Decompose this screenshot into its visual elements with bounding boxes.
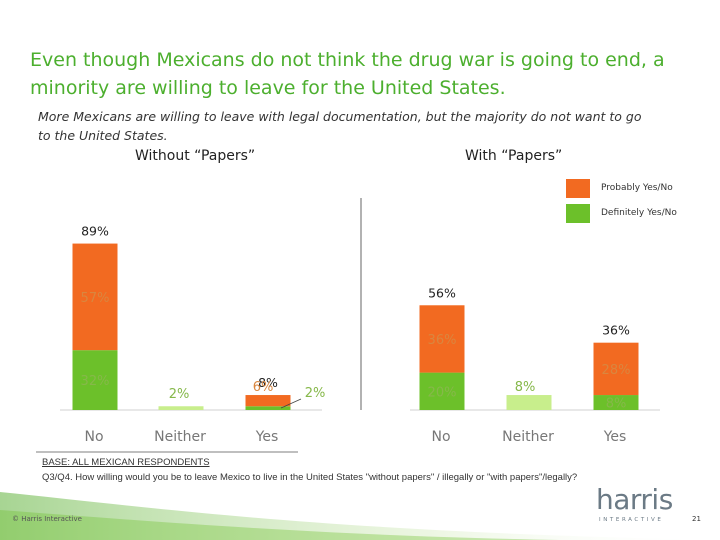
total-label-1-2: 36% <box>602 323 630 338</box>
bar-neither-1 <box>506 395 552 410</box>
bar-probably-0-0 <box>72 243 118 351</box>
category-label-0-1: Neither <box>154 429 206 445</box>
category-label-1-2: Yes <box>603 429 627 445</box>
bar-probably-1-2 <box>593 342 639 396</box>
base-note: BASE: ALL MEXICAN RESPONDENTS Q3/Q4. How… <box>42 455 602 485</box>
legend-item-definitely: Definitely Yes/No <box>566 204 706 226</box>
legend-label-probably: Probably Yes/No <box>601 183 673 193</box>
slide-title: Even though Mexicans do not think the dr… <box>30 49 665 99</box>
leader-line-0-2 <box>280 398 302 409</box>
bar-definitely-1-2 <box>593 395 639 410</box>
page-number: 21 <box>692 515 701 523</box>
panel-title-without-papers: Without “Papers” <box>135 148 256 164</box>
legend-item-probably: Probably Yes/No <box>566 179 706 201</box>
legend-swatch-probably <box>566 179 590 198</box>
total-label-0-2: 8% <box>258 375 278 390</box>
question-text: Q3/Q4. How willing would you be to leave… <box>42 472 578 483</box>
logo-tagline: INTERACTIVE <box>599 517 664 523</box>
bar-probably-0-2 <box>245 395 291 407</box>
copyright: © Harris Interactive <box>12 515 82 523</box>
legend-label-definitely: Definitely Yes/No <box>601 208 677 218</box>
category-label-1-1: Neither <box>502 429 554 445</box>
label-probably-0-0: 57% <box>81 291 110 306</box>
label-definitely-1-2: 8% <box>606 397 627 412</box>
panel-title-with-papers: With “Papers” <box>465 148 563 164</box>
category-label-0-0: No <box>84 429 103 445</box>
label-probably-0-2: 6% <box>253 380 274 395</box>
bar-definitely-1-0 <box>419 372 465 410</box>
logo-word: harris <box>596 483 673 516</box>
footer-swoosh <box>0 492 720 540</box>
label-definitely-0-0: 32% <box>81 374 110 389</box>
bar-definitely-0-0 <box>72 350 118 410</box>
legend-swatch-definitely <box>566 204 590 223</box>
category-label-0-2: Yes <box>255 429 279 445</box>
label-probably-1-2: 28% <box>602 363 631 378</box>
label-neither-1: 8% <box>515 380 536 395</box>
label-definitely-0-2: 2% <box>305 386 326 401</box>
label-probably-1-0: 36% <box>428 333 457 348</box>
total-label-0-0: 89% <box>81 224 109 239</box>
label-neither-0: 2% <box>169 387 190 402</box>
label-definitely-1-0: 20% <box>428 385 457 400</box>
bar-definitely-0-2 <box>245 406 291 410</box>
base-heading: BASE: ALL MEXICAN RESPONDENTS <box>42 457 210 468</box>
slide-subtitle: More Mexicans are willing to leave with … <box>38 109 642 143</box>
category-label-1-0: No <box>431 429 450 445</box>
bar-probably-1-0 <box>419 305 465 373</box>
harris-interactive-logo: harris INTERACTIVE <box>596 483 696 527</box>
bar-neither-0 <box>158 406 204 410</box>
total-label-1-0: 56% <box>428 285 456 300</box>
